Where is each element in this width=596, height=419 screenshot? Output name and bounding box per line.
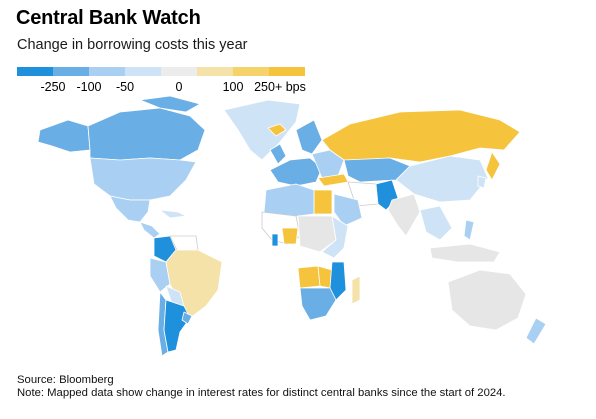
country-japan	[485, 151, 501, 181]
legend-swatch-6	[197, 67, 233, 76]
legend-label-neg50: -50	[115, 80, 135, 94]
country-india	[387, 193, 421, 237]
country-ghana	[271, 233, 279, 247]
legend-swatch-1	[17, 67, 53, 76]
world-map	[37, 95, 547, 357]
country-canada-islands	[139, 95, 201, 113]
country-australia	[447, 269, 527, 331]
source-note: Source: Bloomberg	[17, 374, 114, 386]
region-eastern-europe	[311, 149, 345, 179]
country-indonesia	[429, 243, 501, 263]
region-southern-africa	[299, 287, 337, 321]
legend-swatch-8	[269, 67, 305, 76]
country-peru	[149, 257, 171, 293]
country-mozambique	[329, 261, 347, 301]
country-korea	[477, 175, 487, 189]
region-southeast-asia	[419, 205, 453, 241]
country-usa	[89, 157, 197, 201]
country-iceland	[267, 123, 287, 137]
country-angola	[297, 265, 321, 289]
legend-label-100: 100	[222, 80, 244, 94]
legend-label-zero: 0	[175, 80, 183, 94]
footnote: Note: Mapped data show change in interes…	[17, 387, 506, 399]
page-subtitle: Change in borrowing costs this year	[17, 37, 248, 53]
country-greenland	[223, 99, 301, 161]
legend-label-250: 250+ bps	[254, 80, 306, 94]
country-russia	[321, 109, 521, 163]
country-saudi-arabia	[333, 193, 363, 227]
color-legend: -250 -100 -50 0 100 250+ bps	[17, 67, 307, 101]
country-uk	[269, 143, 287, 165]
page-title: Central Bank Watch	[16, 7, 201, 29]
country-madagascar	[351, 275, 361, 305]
region-central-africa	[297, 215, 337, 253]
region-caribbean	[159, 209, 187, 219]
legend-swatch-7	[233, 67, 269, 76]
legend-label-neg250: -250	[40, 80, 66, 94]
legend-swatch-4	[125, 67, 161, 76]
country-canada	[87, 107, 206, 161]
legend-label-neg100: -100	[76, 80, 102, 94]
region-east-africa	[321, 215, 349, 259]
region-central-america	[139, 221, 161, 239]
legend-swatch-2	[53, 67, 89, 76]
legend-swatch-3	[89, 67, 125, 76]
country-china	[395, 155, 489, 203]
country-new-zealand	[525, 317, 547, 345]
country-uruguay	[181, 311, 193, 325]
legend-swatch-5	[161, 67, 197, 76]
footer: Source: Bloomberg Note: Mapped data show…	[17, 374, 506, 400]
country-nigeria	[281, 227, 299, 245]
country-alaska	[37, 119, 91, 153]
country-mexico	[109, 195, 151, 223]
region-scandinavia	[295, 119, 323, 155]
region-western-europe	[269, 157, 323, 187]
country-philippines	[463, 219, 475, 241]
country-egypt	[313, 189, 333, 215]
